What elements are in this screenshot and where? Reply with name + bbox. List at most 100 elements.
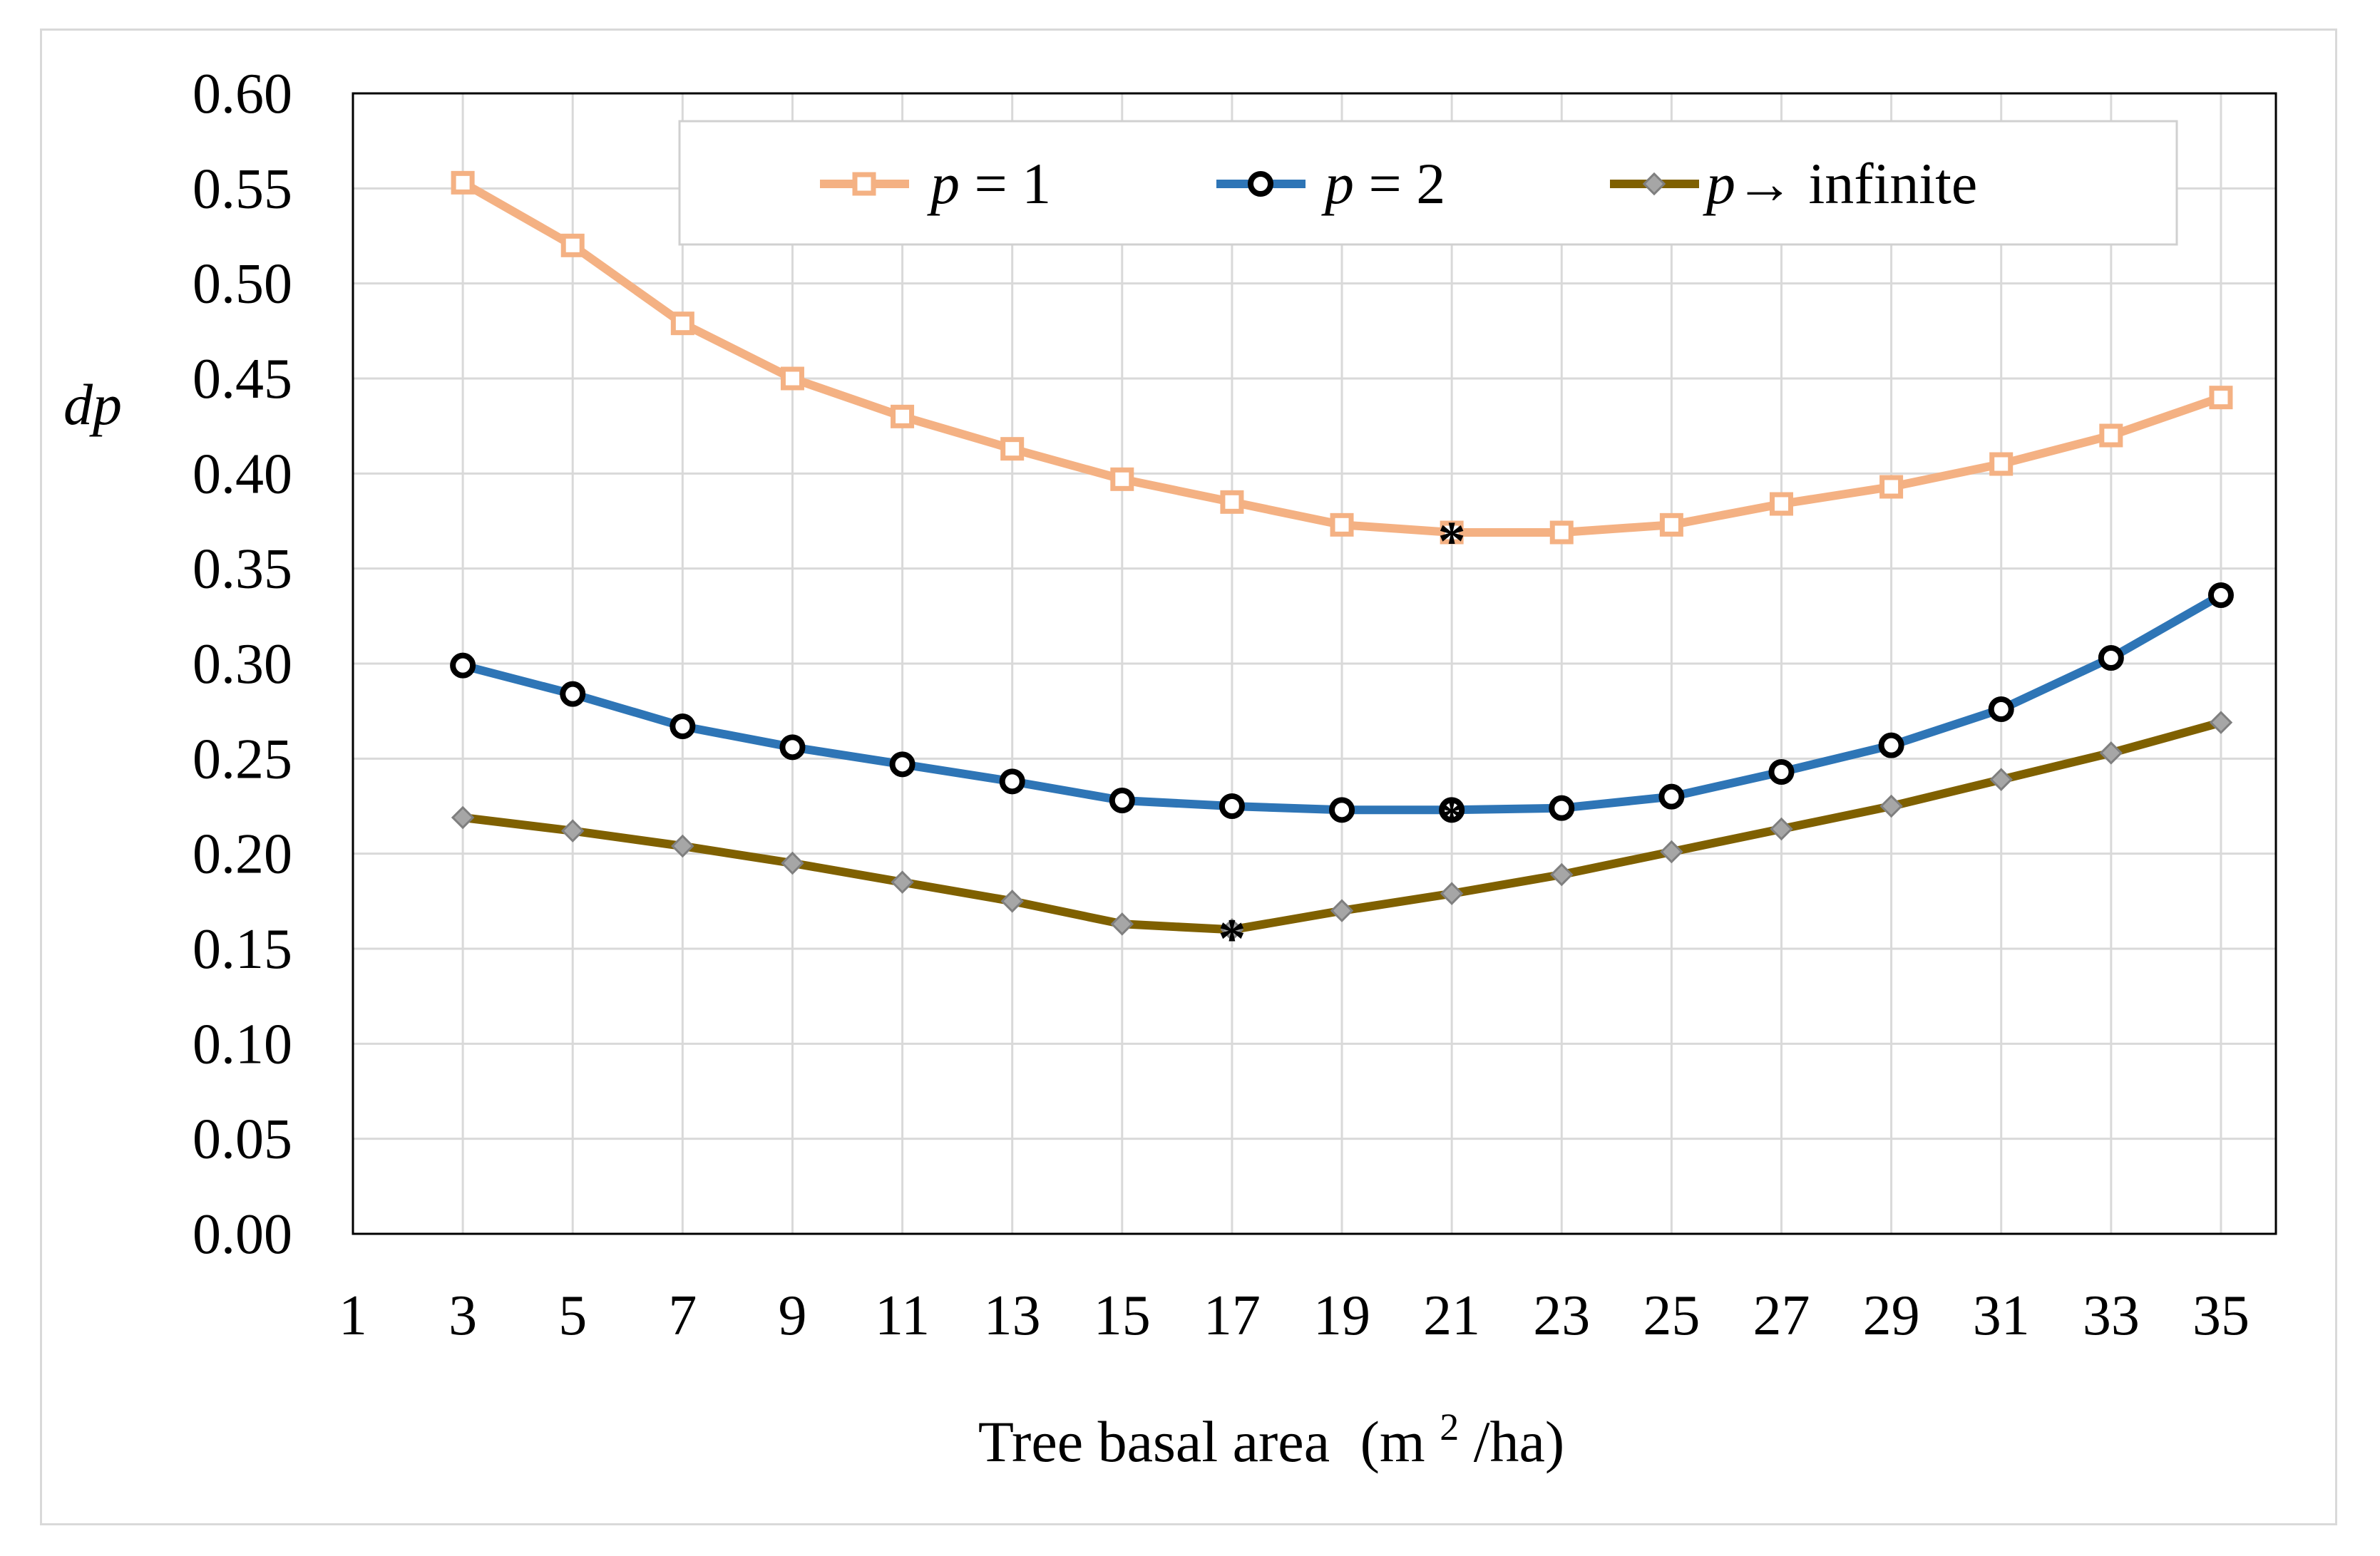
data-point [1989,768,2013,791]
legend-label-pinf-rest: → infinite [1735,151,1977,216]
data-point [1549,795,1575,821]
data-point [1659,512,1683,537]
data-point [560,819,585,843]
data-point [1879,794,1903,818]
y-axis-ticks: 0.00 0.05 0.10 0.15 0.20 0.25 0.30 0.35 0.40 0.45… [193,63,292,1266]
data-point [450,652,476,679]
data-point [1110,467,1134,491]
data-point [1878,732,1904,758]
legend-entry-p1: p = 1 [820,151,1051,216]
data-point [2209,711,2233,734]
data-point [1000,437,1025,461]
data-point [1329,797,1355,823]
data-point [1219,793,1245,819]
x-axis-unit-suffix: /ha) [1474,1409,1564,1474]
y-tick-label: 0.05 [193,1108,292,1171]
data-point [1440,520,1464,545]
x-tick-label: 11 [875,1284,930,1347]
data-point [670,311,694,336]
x-tick-label: 33 [2083,1284,2140,1347]
data-point [1768,759,1795,785]
data-point [1440,882,1464,905]
x-tick-label: 13 [984,1284,1041,1347]
data-point [1549,862,1574,887]
y-tick-label: 0.10 [193,1013,292,1076]
y-tick-label: 0.30 [193,633,292,696]
data-point [1439,797,1465,823]
data-point [1770,817,1793,841]
legend-label-p1-var: p [927,151,960,216]
data-point [1000,890,1024,913]
data-point [1989,452,2014,476]
data-point [2207,582,2234,608]
data-point [1549,520,1574,545]
legend-circle-marker [1248,171,1273,197]
data-point [779,734,806,761]
y-tick-label: 0.35 [193,538,292,601]
legend-entry-p2: p = 2 [1216,151,1445,216]
series-1 [450,582,2234,823]
data-point [1879,475,1904,499]
y-tick-label: 0.50 [193,253,292,316]
data-point [2098,645,2124,671]
data-point [2209,386,2233,410]
svg-text:p = 1: p = 1 [927,151,1051,216]
y-tick-label: 0.15 [193,918,292,981]
x-tick-label: 15 [1094,1284,1151,1347]
data-point [891,870,914,894]
y-axis-title: dp [63,372,122,437]
data-point [780,366,804,391]
svg-text:p = 2: p = 2 [1321,151,1445,216]
data-point [1330,512,1354,537]
x-axis-ticks: 1 3 5 7 9 11 13 15 17 19 21 23 25 27 29 31 33 35 [339,1284,2250,1347]
data-point [1330,899,1354,922]
x-tick-label: 35 [2192,1284,2250,1347]
x-tick-label: 27 [1753,1284,1810,1347]
gridlines [353,92,2276,1235]
y-tick-label: 0.00 [193,1203,292,1266]
series-2 [451,711,2233,942]
x-axis-title: Tree basal area (m 2 /ha) [978,1388,1564,1474]
data-point [1988,696,2014,722]
x-axis-unit-sup: 2 [1440,1406,1459,1448]
legend-label-p2-rest: = 2 [1354,151,1445,216]
x-tick-label: 25 [1643,1284,1700,1347]
legend-entry-pinf: p→ infinite [1610,151,1977,216]
legend-box [678,120,2178,246]
data-point [671,834,694,858]
data-point [1220,918,1244,942]
x-tick-label: 29 [1863,1284,1920,1347]
x-axis-title-text: Tree basal area [978,1409,1330,1474]
x-tick-label: 7 [668,1284,697,1347]
minimum-marker: * [1218,907,1246,969]
y-tick-label: 0.25 [193,728,292,790]
series-0 [451,170,2233,545]
data-point [1110,912,1134,936]
data-point [2099,741,2123,765]
x-tick-label: 3 [448,1284,477,1347]
x-tick-label: 5 [558,1284,587,1347]
data-point [889,751,915,778]
data-point [451,170,475,195]
series-layer [450,170,2234,942]
x-tick-label: 1 [339,1284,367,1347]
data-point [560,233,585,257]
data-point [1660,840,1683,864]
minimum-marker: * [1438,787,1466,849]
x-tick-label: 21 [1423,1284,1480,1347]
annotations: * * * [1218,510,1465,969]
plot-area-border [352,92,2277,1235]
x-tick-label: 17 [1204,1284,1261,1347]
svg-text:p→ infinite: p→ infinite [1703,151,1977,216]
data-point [1220,490,1244,514]
data-point [781,851,804,875]
y-tick-label: 0.60 [193,63,292,125]
legend-square-marker [852,172,876,196]
x-tick-label: 31 [1973,1284,2030,1347]
y-tick-label: 0.55 [193,158,292,220]
x-tick-label: 19 [1313,1284,1370,1347]
legend-label-p2-var: p [1321,151,1354,216]
data-point [1109,788,1135,813]
legend-label-pinf-var: p [1703,151,1735,216]
